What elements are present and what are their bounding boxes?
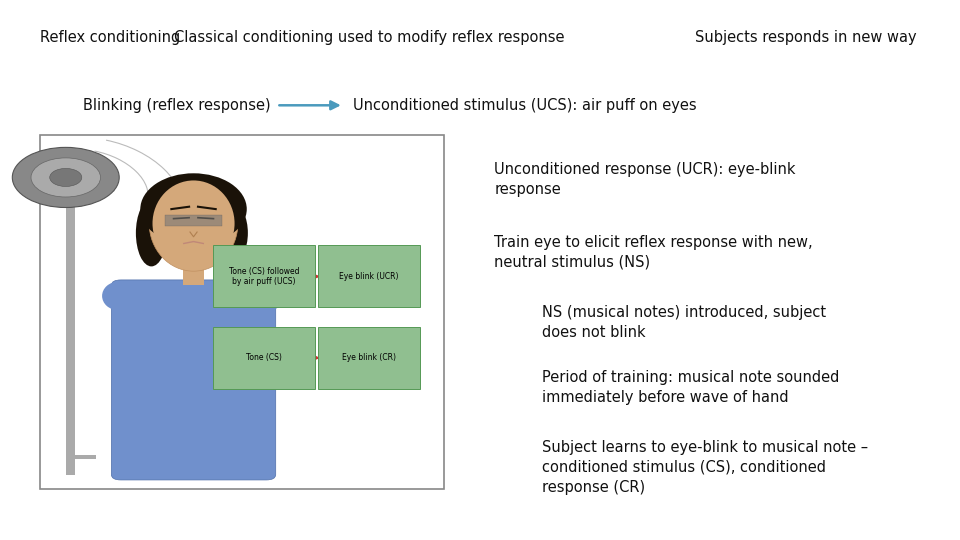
Text: NS (musical notes) introduced, subject
does not blink: NS (musical notes) introduced, subject d…	[542, 305, 827, 340]
Text: Unconditioned response (UCR): eye-blink
response: Unconditioned response (UCR): eye-blink …	[494, 162, 796, 197]
Bar	[65, 171, 75, 475]
Text: Subjects responds in new way: Subjects responds in new way	[695, 30, 917, 45]
Text: Train eye to elicit reflex response with new,
neutral stimulus (NS): Train eye to elicit reflex response with…	[494, 235, 813, 269]
Text: Period of training: musical note sounded
immediately before wave of hand: Period of training: musical note sounded…	[542, 370, 840, 404]
Text: Subject learns to eye-blink to musical note –
conditioned stimulus (CS), conditi: Subject learns to eye-blink to musical n…	[542, 440, 869, 495]
Text: Eye blink (CR): Eye blink (CR)	[342, 353, 396, 362]
Text: Tone (CS): Tone (CS)	[246, 353, 282, 362]
FancyBboxPatch shape	[111, 280, 276, 480]
Bar	[40, 135, 444, 489]
Circle shape	[12, 147, 119, 207]
Bar	[65, 455, 96, 460]
Text: Eye blink (UCR): Eye blink (UCR)	[339, 272, 398, 281]
Text: Blinking (reflex response): Blinking (reflex response)	[84, 98, 271, 113]
Text: Reflex conditioning: Reflex conditioning	[40, 30, 180, 45]
Circle shape	[31, 158, 101, 197]
FancyBboxPatch shape	[213, 246, 315, 307]
FancyBboxPatch shape	[213, 327, 315, 389]
Ellipse shape	[219, 204, 248, 261]
FancyBboxPatch shape	[318, 246, 420, 307]
Ellipse shape	[102, 282, 134, 310]
Ellipse shape	[153, 180, 234, 266]
Ellipse shape	[140, 173, 247, 245]
Ellipse shape	[253, 282, 285, 310]
Text: Classical conditioning used to modify reflex response: Classical conditioning used to modify re…	[175, 30, 564, 45]
Bar	[165, 215, 223, 226]
Ellipse shape	[149, 176, 238, 271]
Ellipse shape	[136, 200, 167, 266]
Bar	[183, 266, 204, 285]
FancyBboxPatch shape	[318, 327, 420, 389]
Text: Tone (CS) followed
by air puff (UCS): Tone (CS) followed by air puff (UCS)	[228, 267, 300, 286]
Text: Unconditioned stimulus (UCS): air puff on eyes: Unconditioned stimulus (UCS): air puff o…	[353, 98, 697, 113]
Circle shape	[50, 168, 82, 186]
